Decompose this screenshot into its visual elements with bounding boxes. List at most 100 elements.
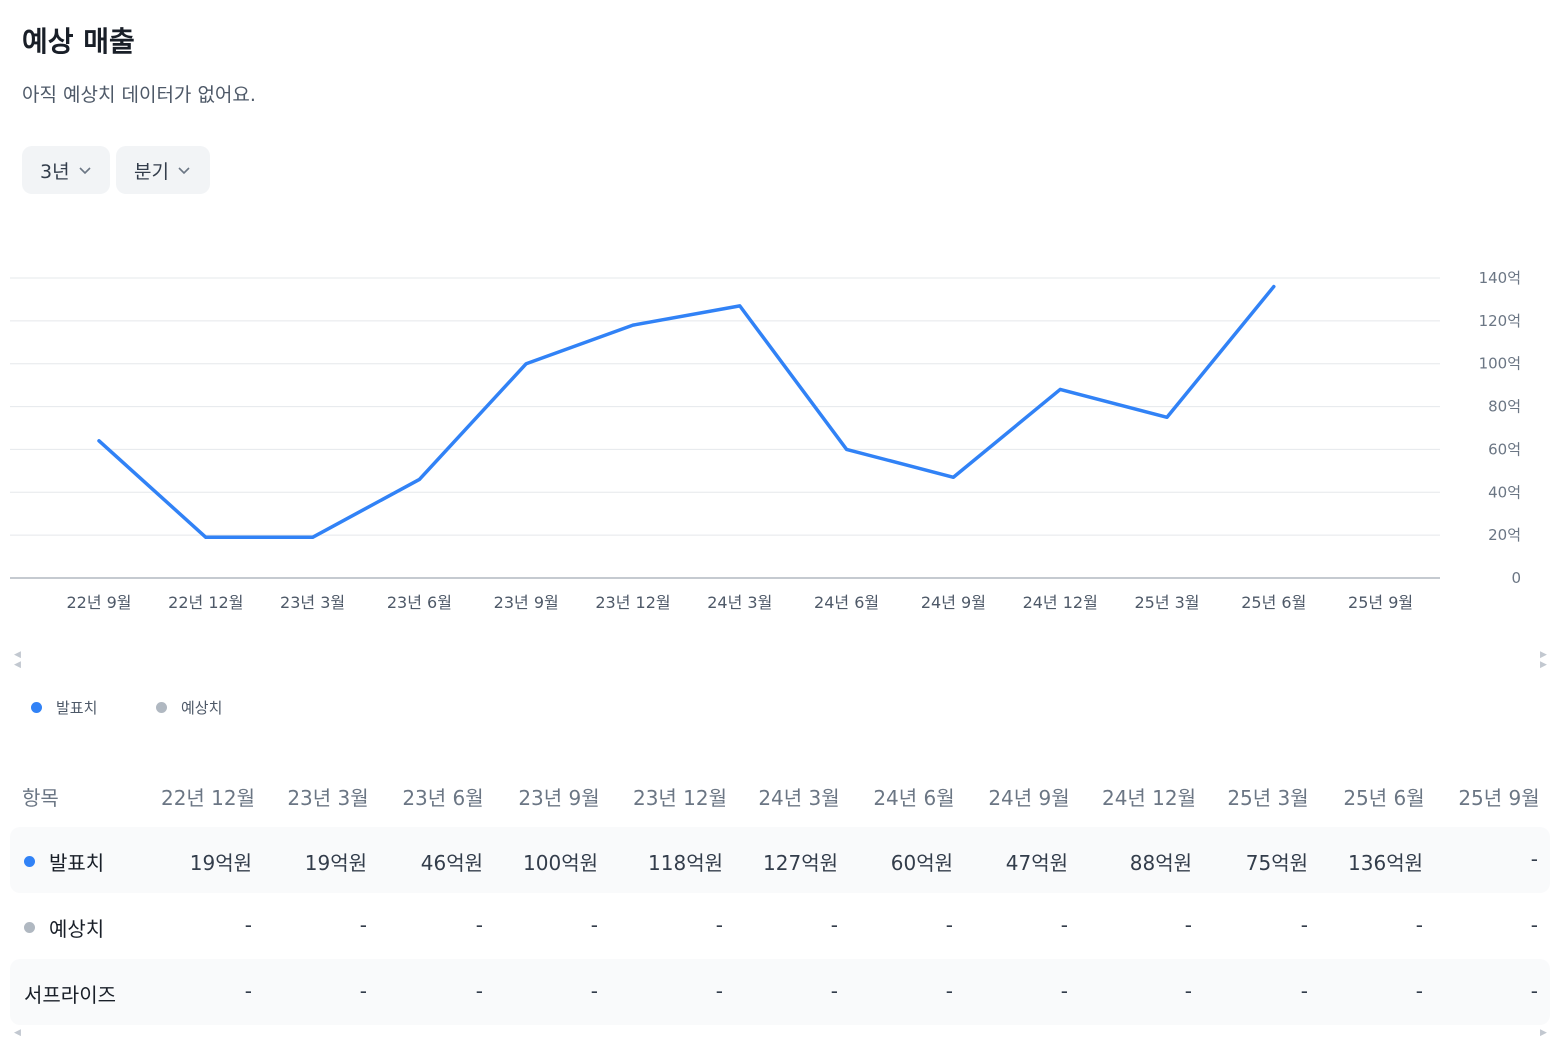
interval-dropdown[interactable]: 분기 [116, 146, 210, 194]
table-cell: 46억원 [420, 851, 483, 875]
y-tick-label: 20억 [1488, 526, 1521, 544]
table-scroll-left-icon[interactable]: ◀ [14, 1028, 21, 1038]
table-row-label-text: 서프라이즈 [24, 983, 116, 1007]
x-tick-label: 22년 9월 [66, 593, 131, 612]
x-tick-label: 23년 3월 [280, 593, 345, 612]
y-tick-label: 40억 [1488, 483, 1521, 501]
y-tick-label: 120억 [1479, 312, 1521, 330]
table-column-header: 25년 6월 [1343, 786, 1425, 810]
y-tick-label: 80억 [1488, 398, 1521, 416]
table-header: 항목 22년 12월 23년 3월 23년 6월 23년 9월 23년 12월 24년 3… [0, 780, 1566, 810]
data-point[interactable] [627, 319, 639, 331]
table-cell: 100억원 [523, 851, 598, 875]
x-tick-label: 25년 6월 [1241, 593, 1306, 612]
x-tick-label: 24년 9월 [921, 593, 986, 612]
table-cell: - [1415, 913, 1423, 937]
series-line-actual[interactable] [97, 284, 1276, 540]
x-tick-label: 24년 3월 [707, 593, 772, 612]
table-row: 예상치 - - - - - - - - - - - - [10, 893, 1550, 959]
table-column-header: 24년 3월 [758, 786, 840, 810]
table-cell: - [359, 913, 367, 937]
page-title: 예상 매출 [22, 25, 135, 58]
table-column-header: 24년 6월 [873, 786, 955, 810]
table-cell: - [475, 979, 483, 1003]
x-tick-label: 23년 6월 [387, 593, 452, 612]
table-cell: 127억원 [763, 851, 838, 875]
table-scroll-right-icon[interactable]: ▶ [1540, 1028, 1547, 1038]
table-cell: 19억원 [189, 851, 252, 875]
table-cell: 118억원 [648, 851, 723, 875]
data-point[interactable] [841, 443, 853, 455]
table-column-header: 23년 12월 [632, 786, 728, 810]
data-point[interactable] [1054, 383, 1066, 395]
table-cell: - [1300, 913, 1308, 937]
data-point[interactable] [520, 358, 532, 370]
data-point[interactable] [734, 300, 746, 312]
table-cell: - [244, 979, 252, 1003]
revenue-line-chart[interactable]: 0 20억 40억 60억 80억 100억 120억 140억 22년 9월 22년 12월 23… [0, 250, 1566, 620]
legend-item-estimate: 예상치 [156, 697, 222, 718]
period-dropdown[interactable]: 3년 [22, 146, 110, 194]
data-point[interactable] [413, 473, 425, 485]
scroll-right-arrow-icon[interactable]: ▶ ▶ [1540, 650, 1547, 670]
table-cell: - [1184, 913, 1192, 937]
data-point[interactable] [1268, 281, 1280, 293]
table-cell: - [1415, 979, 1423, 1003]
legend-item-actual: 발표치 [31, 697, 97, 718]
table-cell: - [1184, 979, 1192, 1003]
y-tick-label: 100억 [1479, 355, 1521, 373]
x-tick-label: 24년 6월 [814, 593, 879, 612]
table-cell: - [715, 913, 723, 937]
table-row: 발표치 19억원 19억원 46억원 100억원 118억원 127억원 60억원 47억원 88… [10, 827, 1550, 893]
table-column-header: 25년 9월 [1458, 786, 1540, 810]
x-tick-label: 25년 3월 [1134, 593, 1199, 612]
table-cell: - [945, 913, 953, 937]
table-cell: - [1060, 979, 1068, 1003]
table-row: 서프라이즈 - - - - - - - - - - - - [10, 959, 1550, 1025]
table-cell: - [945, 979, 953, 1003]
y-tick-label: 0 [1511, 569, 1521, 587]
table-cell: - [715, 979, 723, 1003]
table-row-label: 발표치 [24, 847, 104, 876]
table-cell: 75억원 [1245, 851, 1308, 875]
table-cell: - [830, 913, 838, 937]
table-cell: - [1300, 979, 1308, 1003]
data-point[interactable] [307, 531, 319, 543]
table-row-label: 예상치 [24, 913, 104, 942]
data-point[interactable] [1161, 411, 1173, 423]
table-cell: - [590, 979, 598, 1003]
table-row-label-text: 예상치 [49, 917, 105, 941]
estimate-dot-icon [156, 702, 167, 713]
data-point[interactable] [200, 531, 212, 543]
x-tick-label: 23년 9월 [494, 593, 559, 612]
table-cell: 47억원 [1005, 851, 1068, 875]
table-column-header: 22년 12월 [160, 786, 256, 810]
table-cell: - [1060, 913, 1068, 937]
x-tick-label: 23년 12월 [595, 593, 670, 612]
actual-dot-icon [31, 702, 42, 713]
table-column-header: 24년 12월 [1101, 786, 1197, 810]
table-cell: - [590, 913, 598, 937]
table-cell: - [1530, 913, 1538, 937]
legend-label-actual: 발표치 [56, 699, 98, 717]
data-point[interactable] [93, 435, 105, 447]
x-tick-label: 24년 12월 [1023, 593, 1098, 612]
table-column-header: 23년 9월 [518, 786, 600, 810]
scroll-left-arrow-icon[interactable]: ◀ ◀ [14, 650, 21, 670]
table-cell: - [475, 913, 483, 937]
y-tick-label: 60억 [1488, 440, 1521, 458]
y-tick-label: 140억 [1479, 269, 1521, 287]
table-cell: 88억원 [1129, 851, 1192, 875]
table-cell: 136억원 [1348, 851, 1423, 875]
table-row-label: 서프라이즈 [24, 979, 116, 1008]
table-column-header: 24년 9월 [988, 786, 1070, 810]
table-cell: 60억원 [890, 851, 953, 875]
actual-dot-icon [24, 856, 35, 867]
data-point[interactable] [947, 471, 959, 483]
interval-dropdown-label: 분기 [134, 160, 169, 183]
table-row-label-text: 발표치 [49, 851, 105, 875]
table-column-header: 23년 6월 [402, 786, 484, 810]
legend-label-estimate: 예상치 [181, 699, 223, 717]
table-cell: - [1530, 847, 1538, 871]
page-subtitle: 아직 예상치 데이터가 없어요. [22, 84, 256, 106]
